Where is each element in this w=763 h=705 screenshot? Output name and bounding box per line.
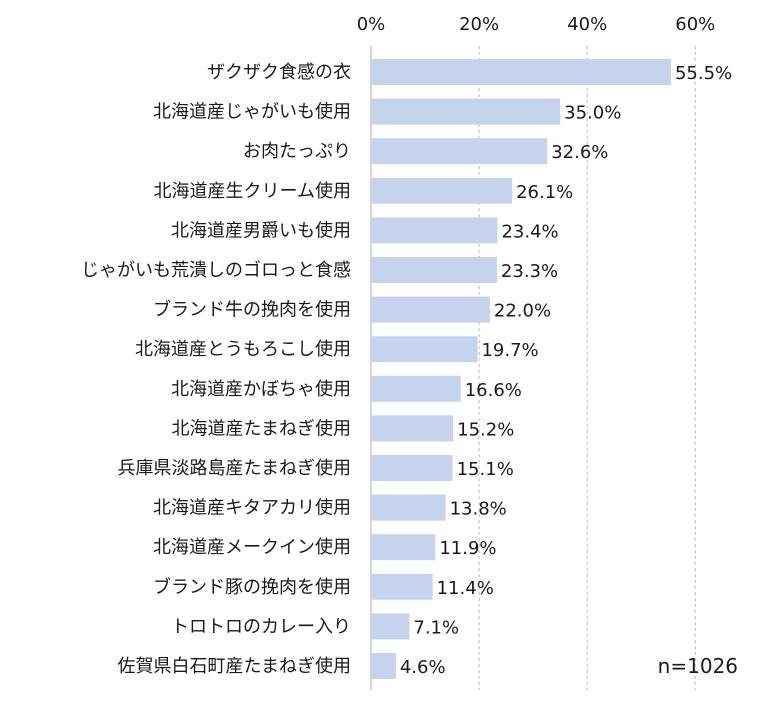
value-label: 7.1% xyxy=(413,617,459,638)
bar xyxy=(371,296,490,323)
value-label: 23.3% xyxy=(501,261,558,282)
value-label: 15.2% xyxy=(457,419,514,440)
bar xyxy=(371,177,513,204)
value-label: 19.7% xyxy=(481,340,538,361)
bar xyxy=(371,217,498,244)
category-label: 北海道産たまねぎ使用 xyxy=(172,418,351,439)
bar xyxy=(371,613,410,640)
category-label: 北海道産メークイン使用 xyxy=(153,537,351,558)
category-label: 北海道産かぼちゃ使用 xyxy=(171,379,351,400)
category-label: 北海道産キタアカリ使用 xyxy=(153,498,351,519)
bar xyxy=(371,494,446,521)
bar xyxy=(371,375,461,402)
bar xyxy=(371,534,436,561)
category-label: お肉たっぷり xyxy=(243,141,351,162)
value-label: 11.4% xyxy=(437,578,494,599)
value-label: 15.1% xyxy=(457,459,514,480)
category-labels: ザクザク食感の衣北海道産じゃがいも使用お肉たっぷり北海道産生クリーム使用北海道産… xyxy=(81,62,351,677)
x-tick-label: 0% xyxy=(357,14,386,35)
bar xyxy=(371,653,396,679)
bar xyxy=(371,573,433,600)
x-tick-label: 40% xyxy=(567,14,607,35)
category-label: ザクザク食感の衣 xyxy=(207,62,351,83)
bar xyxy=(371,455,453,481)
value-label: 32.6% xyxy=(551,142,608,163)
value-label: 22.0% xyxy=(494,301,551,322)
bar xyxy=(371,59,671,85)
category-label: 佐賀県白石町産たまねぎ使用 xyxy=(118,656,351,677)
value-labels: 55.5% 35.0% 32.6% 26.1% 23.4% 23.3% 22.0% 19.7%… xyxy=(400,63,732,678)
value-label: 11.9% xyxy=(439,538,496,559)
bar xyxy=(371,415,454,442)
sample-size-label: n=1026 xyxy=(658,654,738,678)
value-label: 16.6% xyxy=(465,380,522,401)
bars xyxy=(371,59,671,679)
x-axis-ticks: 0% 20% 40% 60% xyxy=(357,14,716,35)
category-label: じゃがいも荒潰しのゴロっと食感 xyxy=(81,260,351,281)
category-label: 北海道産じゃがいも使用 xyxy=(153,102,351,123)
value-label: 4.6% xyxy=(400,657,446,678)
value-label: 23.4% xyxy=(501,221,558,242)
category-label: ブランド豚の挽肉を使用 xyxy=(153,576,351,598)
value-label: 55.5% xyxy=(675,63,732,84)
category-label: トロトロのカレー入り xyxy=(171,616,351,637)
category-label: 兵庫県淡路島産たまねぎ使用 xyxy=(118,458,351,479)
x-tick-label: 60% xyxy=(675,14,715,35)
value-label: 13.8% xyxy=(450,499,507,520)
bar xyxy=(371,98,561,125)
category-label: 北海道産生クリーム使用 xyxy=(154,181,351,202)
bar xyxy=(371,138,548,165)
bar xyxy=(371,257,497,283)
value-label: 35.0% xyxy=(564,103,621,124)
value-label: 26.1% xyxy=(516,182,573,203)
category-label: 北海道産とうもろこし使用 xyxy=(135,339,351,360)
x-tick-label: 20% xyxy=(459,14,499,35)
category-label: ブランド牛の挽肉を使用 xyxy=(153,299,351,321)
bar xyxy=(371,336,478,363)
category-label: 北海道産男爵いも使用 xyxy=(171,220,351,241)
